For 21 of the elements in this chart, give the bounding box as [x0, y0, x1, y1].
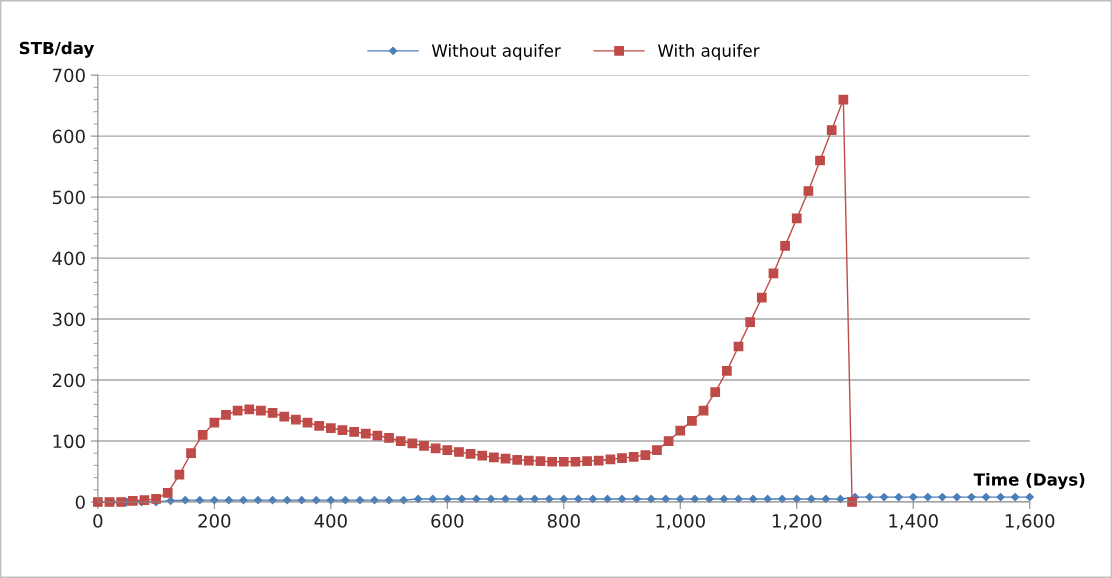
- legend-label: With aquifer: [657, 44, 760, 61]
- x-tick-label: 400: [314, 514, 347, 528]
- y-tick-label: 600: [52, 129, 85, 144]
- x-tick-label: 1,600: [1005, 514, 1055, 530]
- x-tick-label: 0: [93, 514, 103, 528]
- x-tick-label: 1,200: [772, 514, 822, 530]
- y-tick-label: 100: [53, 434, 85, 449]
- y-tick-label: 500: [52, 190, 85, 205]
- y-tick-label: 300: [52, 312, 85, 327]
- x-tick-label: 800: [547, 514, 580, 528]
- x-tick-label: 600: [431, 514, 464, 528]
- x-axis-title: Time (Days): [973, 472, 1085, 490]
- legend-label: Without aquifer: [431, 44, 561, 61]
- x-tick-label: 1,000: [656, 514, 705, 530]
- y-tick-label: 0: [75, 495, 85, 510]
- x-tick-label: 1,400: [889, 514, 938, 530]
- y-tick-label: 200: [52, 373, 85, 388]
- y-axis-title: STB/day: [19, 41, 95, 58]
- x-tick-label: 200: [198, 514, 231, 528]
- y-tick-label: 700: [53, 68, 85, 83]
- y-tick-label: 400: [52, 251, 85, 266]
